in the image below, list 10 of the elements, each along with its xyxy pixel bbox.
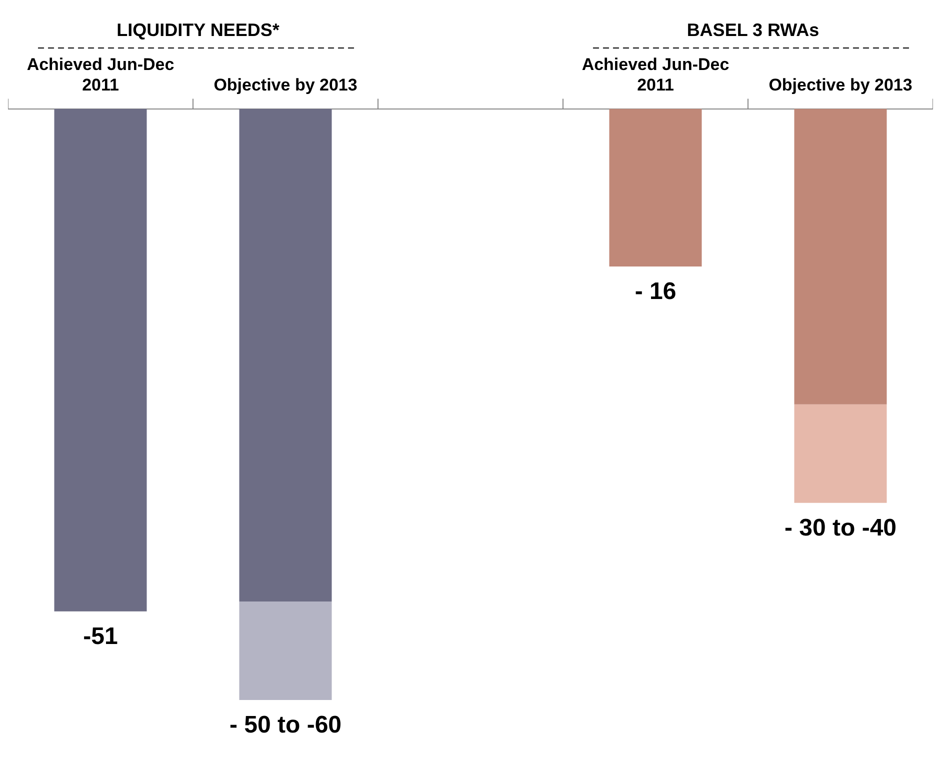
x-tick-label: Objective by 2013	[768, 75, 912, 94]
x-tick-label: Achieved Jun-Dec 2011	[582, 54, 730, 94]
x-tick-label: Achieved Jun-Dec 2011	[26, 54, 174, 94]
text: BASEL 3 RWAs	[686, 20, 820, 40]
text: LIQUIDITY NEEDS*	[116, 20, 280, 40]
data-label: - 30 to -40	[784, 514, 897, 542]
data-label: - 16	[634, 278, 676, 306]
data-label: -51	[83, 622, 118, 650]
data-label: - 50 to -60	[229, 712, 342, 739]
x-tick-label: Objective by 2013	[214, 75, 358, 94]
